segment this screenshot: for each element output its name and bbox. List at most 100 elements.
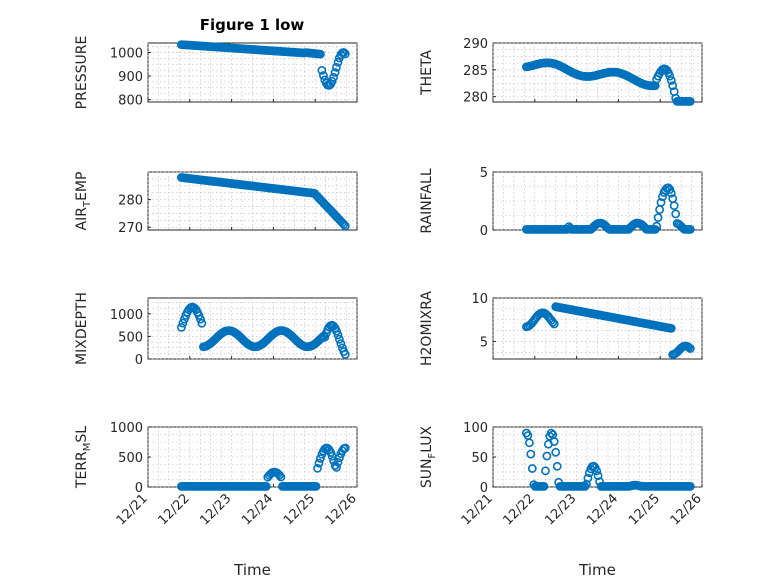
x-tick-label: 12/23 xyxy=(197,491,234,528)
y-tick-label: 0 xyxy=(480,481,488,496)
data-point xyxy=(333,457,343,467)
data-points xyxy=(522,428,695,491)
x-axis-label: Time xyxy=(578,561,616,579)
data-point xyxy=(340,349,350,359)
data-point xyxy=(311,481,321,491)
y-tick-label: 1000 xyxy=(110,46,143,61)
data-point xyxy=(327,76,337,86)
data-point xyxy=(583,473,593,483)
data-point xyxy=(549,437,559,446)
data-point xyxy=(339,219,349,229)
y-tick-label: 5 xyxy=(480,336,488,351)
x-tick-label: 12/24 xyxy=(584,491,621,528)
data-point xyxy=(315,454,325,463)
y-tick-label: 0 xyxy=(135,481,143,496)
data-point xyxy=(317,66,327,75)
data-point xyxy=(333,330,343,340)
data-point xyxy=(671,209,681,219)
data-point xyxy=(314,458,324,468)
data-point xyxy=(340,221,350,231)
y-tick-label: 1000 xyxy=(110,421,143,436)
data-point xyxy=(329,72,338,82)
data-points xyxy=(176,40,350,90)
data-point xyxy=(176,322,186,332)
y-tick-label: 900 xyxy=(118,70,143,85)
data-point xyxy=(685,97,695,106)
panel-7: 0 500 1000 12/21 12/22 12/23 12/24 12/25 12/26 TE… xyxy=(74,421,360,579)
y-tick-label: 280 xyxy=(118,194,143,209)
x-tick-label: 12/23 xyxy=(542,491,579,528)
y-axis-label: AIRTEMP xyxy=(74,172,93,231)
data-point xyxy=(551,447,561,457)
data-point xyxy=(548,317,558,327)
data-point xyxy=(527,464,537,473)
y-axis-label: RAINFALL xyxy=(419,168,435,233)
data-point xyxy=(333,57,343,67)
panel-4: 0 5 RAINFALL xyxy=(419,166,703,239)
panel-8: 0 50 100 12/21 12/22 12/23 12/24 12/25 12/26 SUNF… xyxy=(419,421,705,579)
data-point xyxy=(666,188,676,198)
y-tick-label: 5 xyxy=(480,166,488,181)
data-point xyxy=(552,461,562,471)
x-tick-label: 12/22 xyxy=(156,491,193,528)
y-tick-label: 500 xyxy=(118,330,143,345)
data-point xyxy=(539,481,549,491)
x-axis-label: Time xyxy=(233,561,271,579)
panel-1: 800 900 1000 PRESSURE xyxy=(74,36,358,110)
x-tick-label: 12/26 xyxy=(323,491,360,528)
data-point xyxy=(178,318,188,328)
x-tick-label: 12/21 xyxy=(459,491,496,528)
data-point xyxy=(334,453,344,463)
panel-5: 0 500 1000 MIXDEPTH xyxy=(74,292,358,368)
data-point xyxy=(592,466,602,476)
y-axis-label: PRESSURE xyxy=(74,36,90,110)
data-point xyxy=(334,334,344,344)
data-point xyxy=(313,463,322,473)
panel-3: 270 280 AIRTEMP xyxy=(74,171,358,236)
data-point xyxy=(653,213,663,222)
data-point xyxy=(340,49,350,59)
data-points xyxy=(176,443,350,491)
data-points xyxy=(176,173,350,231)
data-point xyxy=(656,198,666,207)
y-axis-label: TERRMSL xyxy=(74,426,93,489)
data-points xyxy=(522,58,695,106)
data-point xyxy=(668,81,678,91)
data-point xyxy=(332,62,341,72)
y-tick-label: 0 xyxy=(135,353,143,368)
data-point xyxy=(665,71,675,81)
y-tick-label: 100 xyxy=(463,421,488,436)
data-point xyxy=(261,481,271,491)
data-point xyxy=(541,466,550,476)
data-point xyxy=(318,71,328,80)
x-tick-label: 12/24 xyxy=(239,491,276,528)
figure-title: Figure 1 low xyxy=(200,16,305,34)
data-point xyxy=(339,48,349,57)
data-point xyxy=(666,76,676,85)
y-axis-label: SUNFLUX xyxy=(419,425,438,488)
data-point xyxy=(197,318,207,328)
data-point xyxy=(542,451,552,461)
data-point xyxy=(593,471,603,481)
x-tick-label: 12/25 xyxy=(281,491,318,528)
x-tick-label: 12/21 xyxy=(114,491,151,528)
x-tick-label: 12/26 xyxy=(668,491,705,528)
data-point xyxy=(196,314,205,324)
data-point xyxy=(526,449,536,459)
y-tick-label: 280 xyxy=(463,91,488,106)
panel-2: 280 285 290 THETA xyxy=(419,37,703,106)
data-point xyxy=(275,470,284,480)
x-tick-label: 12/22 xyxy=(501,491,538,528)
data-points xyxy=(522,183,695,234)
data-point xyxy=(525,438,534,448)
y-tick-label: 800 xyxy=(118,94,143,109)
data-point xyxy=(652,221,661,231)
data-point xyxy=(276,472,286,482)
y-tick-label: 290 xyxy=(463,37,488,52)
panel-6: 5 10 H2OMIXRA xyxy=(419,291,703,366)
data-point xyxy=(669,201,679,211)
data-point xyxy=(684,342,694,352)
data-point xyxy=(315,49,325,59)
x-tick-label: 12/25 xyxy=(626,491,663,528)
y-tick-label: 10 xyxy=(471,292,488,307)
